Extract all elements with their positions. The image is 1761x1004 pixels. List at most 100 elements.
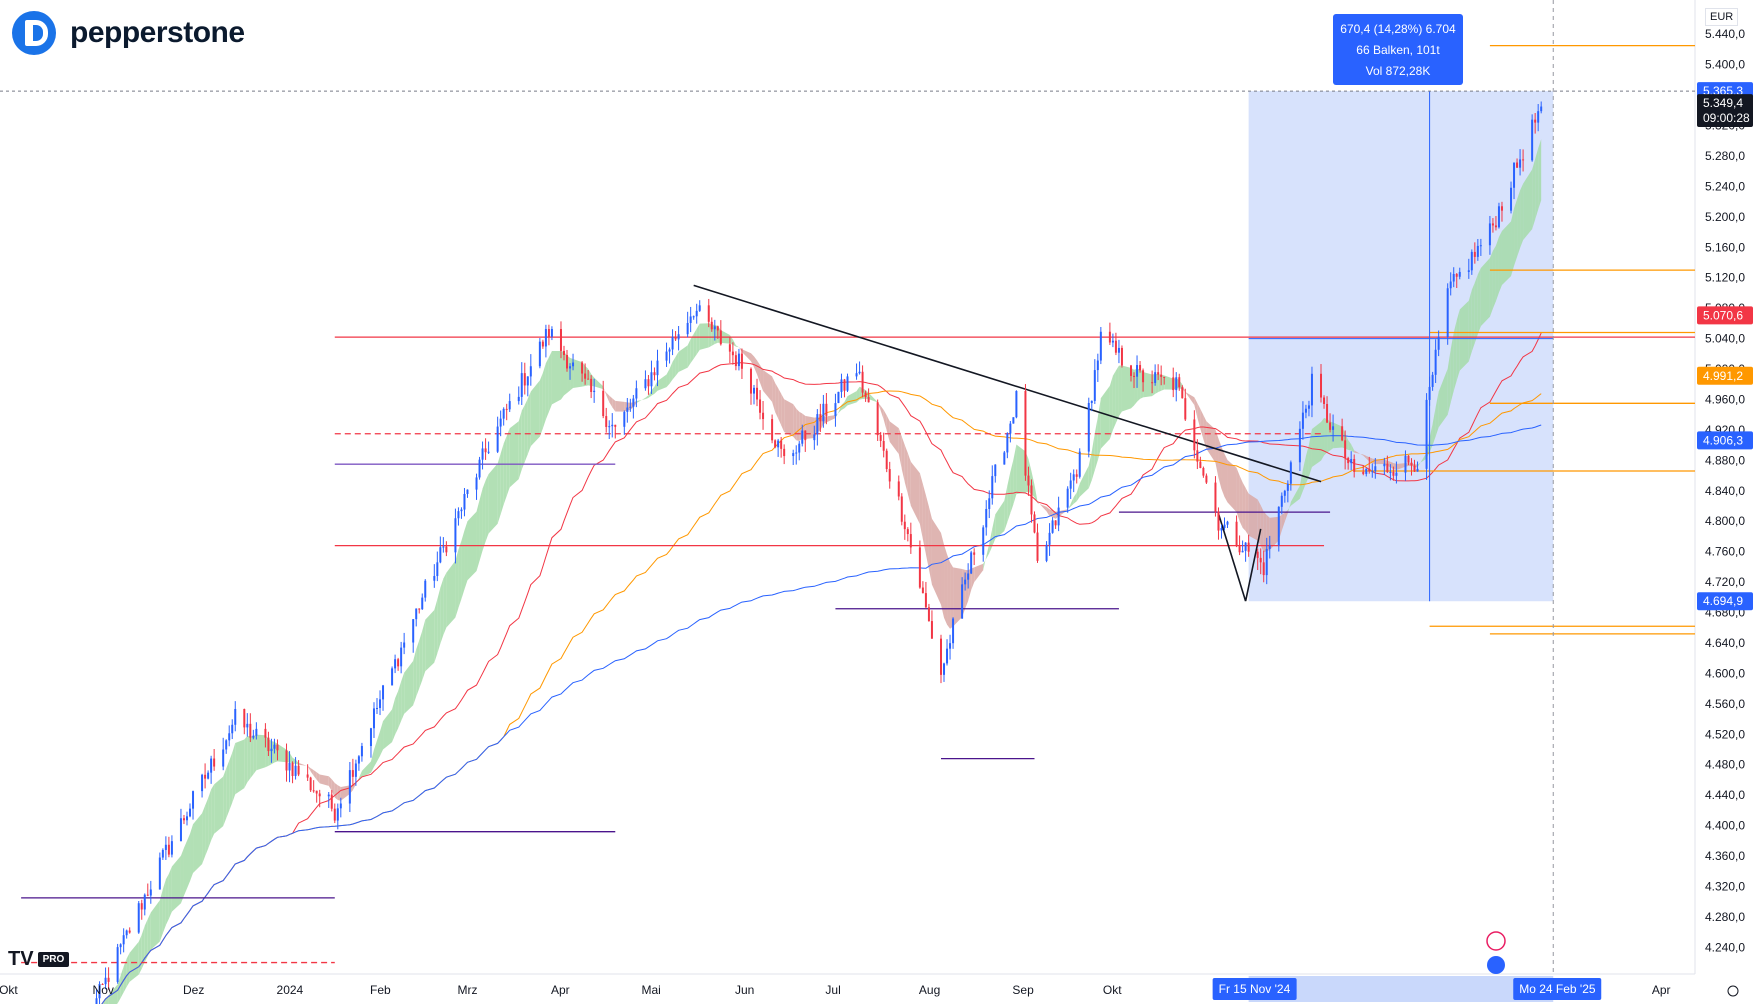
ema-ribbon-segment xyxy=(509,421,519,488)
ema-ribbon-segment xyxy=(775,382,779,419)
ema-ribbon-segment xyxy=(1076,483,1080,502)
candle-body xyxy=(605,416,608,427)
candle-body xyxy=(985,508,988,528)
ema-ribbon-segment xyxy=(277,743,287,763)
x-selection-end-label: Mo 24 Feb '25 xyxy=(1519,982,1596,996)
ema-ribbon-segment xyxy=(904,445,908,494)
candle-body xyxy=(1090,400,1093,403)
candle-body xyxy=(879,435,882,441)
ema-ribbon-segment xyxy=(1468,289,1472,362)
ema-ribbon-segment xyxy=(123,958,127,993)
ema-ribbon-segment xyxy=(1511,208,1515,277)
candle-body xyxy=(1500,206,1503,211)
ema-ribbon-segment xyxy=(1221,446,1225,497)
candle-body xyxy=(1455,273,1458,277)
y-tick-label: 5.280,0 xyxy=(1705,149,1745,163)
y-tick-label: 5.040,0 xyxy=(1705,332,1745,346)
candle-body xyxy=(297,765,300,775)
candle-body xyxy=(1160,374,1163,377)
ema-ribbon-segment xyxy=(1492,245,1496,309)
ema-ribbon-segment xyxy=(901,436,905,483)
ema-ribbon-segment xyxy=(636,397,646,404)
ema-ribbon-segment xyxy=(235,739,245,795)
ema-ribbon-segment xyxy=(672,356,676,380)
ema-ribbon-segment xyxy=(651,386,655,396)
y-tick-label: 4.960,0 xyxy=(1705,392,1745,406)
ema-ribbon-segment xyxy=(479,488,483,561)
candle-body xyxy=(1389,471,1392,473)
candle-body xyxy=(517,396,520,402)
ema-ribbon-segment xyxy=(247,736,251,783)
ema-ribbon-segment xyxy=(732,339,736,347)
candle-body xyxy=(1329,422,1332,430)
candle-body xyxy=(369,728,372,747)
candle-body xyxy=(1181,387,1184,399)
ema-ribbon-segment xyxy=(292,757,296,764)
ema-ribbon-segment xyxy=(805,415,815,439)
ema-ribbon-segment xyxy=(1070,497,1074,507)
x-selection-start-label: Fr 15 Nov '24 xyxy=(1219,982,1291,996)
ema-ribbon-segment xyxy=(159,889,163,942)
ema-ribbon-segment xyxy=(1100,385,1110,449)
candle-body xyxy=(653,372,656,376)
ema-ribbon-segment xyxy=(1097,398,1101,461)
ema-ribbon-segment xyxy=(413,649,417,706)
candle-body xyxy=(1096,360,1099,371)
ema-ribbon-segment xyxy=(880,405,884,420)
candle-body xyxy=(372,708,375,729)
measure-range-box xyxy=(1248,91,1554,602)
candle-body xyxy=(623,411,626,427)
candle-body xyxy=(967,573,970,580)
ema-ribbon-segment xyxy=(1480,258,1490,327)
ema-ribbon-segment xyxy=(419,630,423,689)
ema-ribbon-segment xyxy=(440,578,444,644)
candle-body xyxy=(357,756,360,764)
ema-ribbon-segment xyxy=(108,984,118,1004)
candle-body xyxy=(1205,475,1208,483)
ema-ribbon-segment xyxy=(464,521,468,590)
ema-ribbon-segment xyxy=(835,412,839,419)
candle-body xyxy=(1395,472,1398,476)
candle-body xyxy=(264,728,267,738)
ema-ribbon-segment xyxy=(1094,417,1098,471)
currency-label[interactable]: EUR xyxy=(1705,8,1739,26)
candle-body xyxy=(970,552,973,574)
ema-ribbon-segment xyxy=(950,562,954,629)
ema-ribbon-segment xyxy=(497,453,501,524)
candle-body xyxy=(140,903,143,910)
price-label-bg xyxy=(1697,366,1753,385)
ema-ribbon-segment xyxy=(1248,493,1258,541)
candle-body xyxy=(1425,399,1428,469)
candle-body xyxy=(1410,462,1413,466)
ema-ribbon-segment xyxy=(986,543,990,559)
y-tick-label: 5.120,0 xyxy=(1705,271,1745,285)
ema-ribbon-segment xyxy=(545,357,549,420)
ema-ribbon-segment xyxy=(253,734,257,775)
candle-body xyxy=(415,608,418,620)
candle-body xyxy=(1262,562,1265,576)
candle-body xyxy=(379,699,382,708)
candle-body xyxy=(825,403,828,416)
ema-ribbon-segment xyxy=(1351,444,1355,453)
ema-ribbon-segment xyxy=(1311,421,1322,467)
ema-ribbon-segment xyxy=(1200,409,1204,440)
candle-body xyxy=(1320,373,1323,398)
candle-body xyxy=(1027,475,1030,486)
candle-body xyxy=(315,790,318,794)
candle-body xyxy=(339,803,342,809)
ema-ribbon-segment xyxy=(675,351,679,376)
ema-ribbon-segment xyxy=(606,392,610,403)
ema-ribbon-segment xyxy=(612,398,616,412)
candle-body xyxy=(903,521,906,530)
candle-body xyxy=(1072,474,1075,481)
ema-ribbon-segment xyxy=(1489,250,1493,317)
candle-body xyxy=(1392,471,1395,476)
ema-ribbon-segment xyxy=(1450,332,1454,403)
candle-body xyxy=(1151,382,1154,384)
candle-body xyxy=(906,529,909,535)
y-tick-label: 4.600,0 xyxy=(1705,666,1745,680)
ema-ribbon-segment xyxy=(117,975,121,1004)
candle-body xyxy=(1139,365,1142,371)
candle-body xyxy=(1214,482,1217,512)
